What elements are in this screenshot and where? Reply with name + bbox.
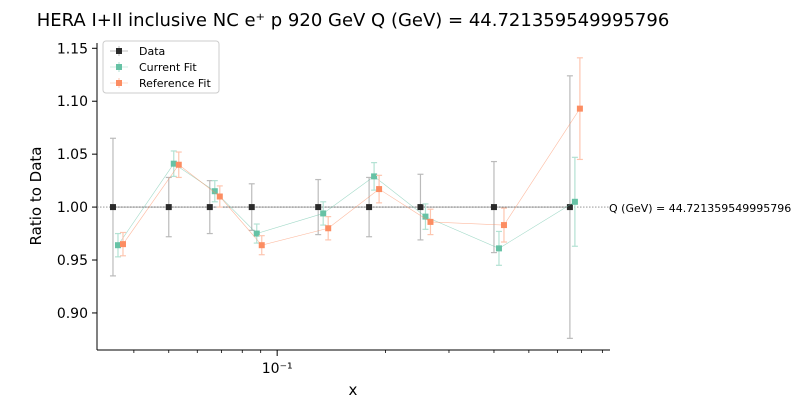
legend-item: Reference Fit <box>110 77 211 90</box>
data-point <box>325 225 332 232</box>
data-point <box>216 193 223 200</box>
y-tick-label: 1.05 <box>57 147 88 163</box>
y-tick-label: 0.90 <box>57 306 88 322</box>
data-point <box>258 242 265 249</box>
data-point <box>576 105 583 112</box>
q-annotation: Q (GeV) = 44.721359549995796 <box>609 202 791 215</box>
data-point <box>253 230 260 237</box>
legend-item: Current Fit <box>110 61 197 74</box>
series-line <box>122 108 581 246</box>
y-tick-label: 0.95 <box>57 253 88 269</box>
data-point <box>566 204 573 211</box>
data-point <box>376 186 383 193</box>
data-point <box>371 173 378 180</box>
plot-area: 0.90 0.95 1.00 1.05 1.10 1.15 10⁻¹ <box>57 41 610 377</box>
data-point <box>495 245 502 252</box>
series-reference-fit <box>119 57 583 257</box>
y-tick-label: 1.10 <box>57 94 88 110</box>
legend-frame <box>102 40 220 94</box>
data-point <box>366 204 373 211</box>
series-data <box>109 75 573 339</box>
data-point <box>417 204 424 211</box>
data-point <box>119 241 126 248</box>
legend-marker <box>116 64 122 70</box>
data-point <box>490 204 497 211</box>
y-tick-label: 1.00 <box>57 200 88 216</box>
chart-title: HERA I+II inclusive NC e⁺ p 920 GeV Q (G… <box>37 10 670 31</box>
data-point <box>320 210 327 217</box>
data-point <box>427 218 434 225</box>
series-current-fit <box>114 150 578 266</box>
y-axis-label: Ratio to Data <box>27 147 45 246</box>
data-point <box>206 204 213 211</box>
legend-marker <box>116 80 122 86</box>
data-point <box>114 242 121 249</box>
x-axis-label: x <box>349 381 358 399</box>
x-tick-label: 10⁻¹ <box>262 361 293 377</box>
y-tick-label: 1.15 <box>57 41 88 57</box>
data-point <box>248 204 255 211</box>
data-point <box>109 204 116 211</box>
data-point <box>211 188 218 195</box>
legend: Data Current Fit Reference Fit <box>102 40 220 94</box>
data-point <box>165 204 172 211</box>
data-point <box>422 213 429 220</box>
data-point <box>175 161 182 168</box>
data-point <box>315 204 322 211</box>
series-line <box>117 163 576 249</box>
legend-label: Data <box>139 45 165 58</box>
legend-label: Reference Fit <box>139 77 211 90</box>
legend-label: Current Fit <box>139 61 197 74</box>
data-point <box>571 198 578 205</box>
legend-item: Data <box>110 45 165 58</box>
data-point <box>500 222 507 229</box>
legend-marker <box>116 48 122 54</box>
data-point <box>170 160 177 167</box>
